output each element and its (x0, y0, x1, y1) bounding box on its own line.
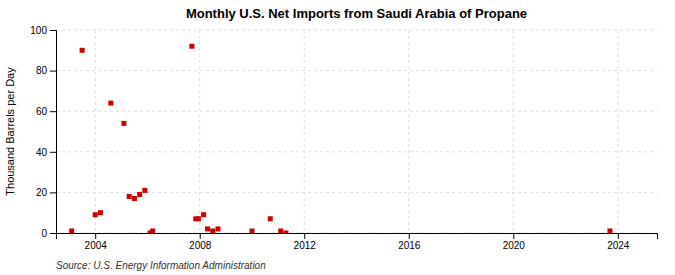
y-tick: 80 (36, 65, 56, 76)
point (201, 212, 206, 217)
point (210, 228, 215, 233)
y-axis-title: Thousand Barrels per Day (4, 67, 16, 196)
point (108, 101, 113, 106)
y-tick-mark (50, 30, 56, 31)
grid (56, 30, 657, 233)
y-tick: 40 (36, 147, 56, 158)
point (268, 216, 273, 221)
y-grid-line (56, 111, 657, 112)
point (189, 44, 194, 49)
x-axis: 2004 2008 2012 2016 2020 2024 (57, 233, 658, 251)
y-tick-label: 100 (30, 25, 47, 36)
point (150, 228, 155, 233)
y-grid-line (56, 70, 657, 71)
point (283, 231, 288, 234)
x-grid-line (408, 30, 409, 233)
y-tick-mark (50, 71, 56, 72)
y-tick-label: 20 (36, 187, 48, 198)
y-tick-label: 60 (36, 106, 48, 117)
x-tick: 2024 (607, 233, 630, 251)
y-tick-mark (50, 111, 56, 112)
x-grid-line (199, 30, 200, 233)
point (216, 226, 221, 231)
point (137, 192, 142, 197)
y-tick-mark (50, 192, 56, 193)
y-axis-line (50, 31, 57, 234)
point (93, 212, 98, 217)
y-tick: 0 (41, 228, 56, 239)
point (127, 194, 132, 199)
y-axis: 0 20 40 60 80 100 (30, 25, 56, 239)
x-grid-line (95, 30, 96, 233)
x-tick: 2004 (85, 233, 108, 251)
x-grid-line (304, 30, 305, 233)
chart: 2004 2008 2012 2016 2020 2024 0 20 40 60 80 100 Mont… (0, 0, 675, 275)
point (69, 228, 74, 233)
x-tick-label: 2020 (503, 240, 526, 251)
y-tick: 100 (30, 25, 56, 36)
x-tick-label: 2024 (607, 240, 630, 251)
x-tick-mark (95, 233, 96, 239)
x-tick-label: 2012 (294, 240, 317, 251)
y-grid-line (56, 30, 657, 31)
y-tick: 20 (36, 187, 56, 198)
x-tick-label: 2016 (398, 240, 421, 251)
point (607, 228, 612, 233)
point (98, 210, 103, 215)
points (69, 44, 612, 233)
y-grid-line (56, 151, 657, 152)
x-tick-mark (304, 233, 305, 239)
plot: 2004 2008 2012 2016 2020 2024 0 20 40 60 80 100 (30, 25, 657, 251)
x-tick-label: 2008 (189, 240, 212, 251)
point (278, 228, 283, 233)
x-tick: 2008 (189, 233, 212, 251)
x-tick-mark (618, 233, 619, 239)
y-tick-label: 0 (41, 228, 47, 239)
point (205, 226, 210, 231)
point (132, 196, 137, 201)
y-tick-label: 80 (36, 65, 48, 76)
point (142, 188, 147, 193)
x-grid-line (513, 30, 514, 233)
x-tick: 2020 (503, 233, 526, 251)
point (121, 121, 126, 126)
y-tick-mark (50, 233, 56, 234)
x-tick-mark (200, 233, 201, 239)
x-tick-mark (409, 233, 410, 239)
y-tick-mark (50, 152, 56, 153)
x-axis-line (57, 234, 658, 240)
point (80, 48, 85, 53)
x-grid-line (617, 30, 618, 233)
x-tick: 2016 (398, 233, 421, 251)
x-tick-label: 2004 (85, 240, 108, 251)
y-tick: 60 (36, 106, 56, 117)
point (249, 228, 254, 233)
title: Monthly U.S. Net Imports from Saudi Arab… (186, 6, 527, 21)
x-tick-mark (513, 233, 514, 239)
point (196, 216, 201, 221)
x-tick: 2012 (294, 233, 317, 251)
source-note: Source: U.S. Energy Information Administ… (56, 260, 266, 271)
y-tick-label: 40 (36, 147, 48, 158)
